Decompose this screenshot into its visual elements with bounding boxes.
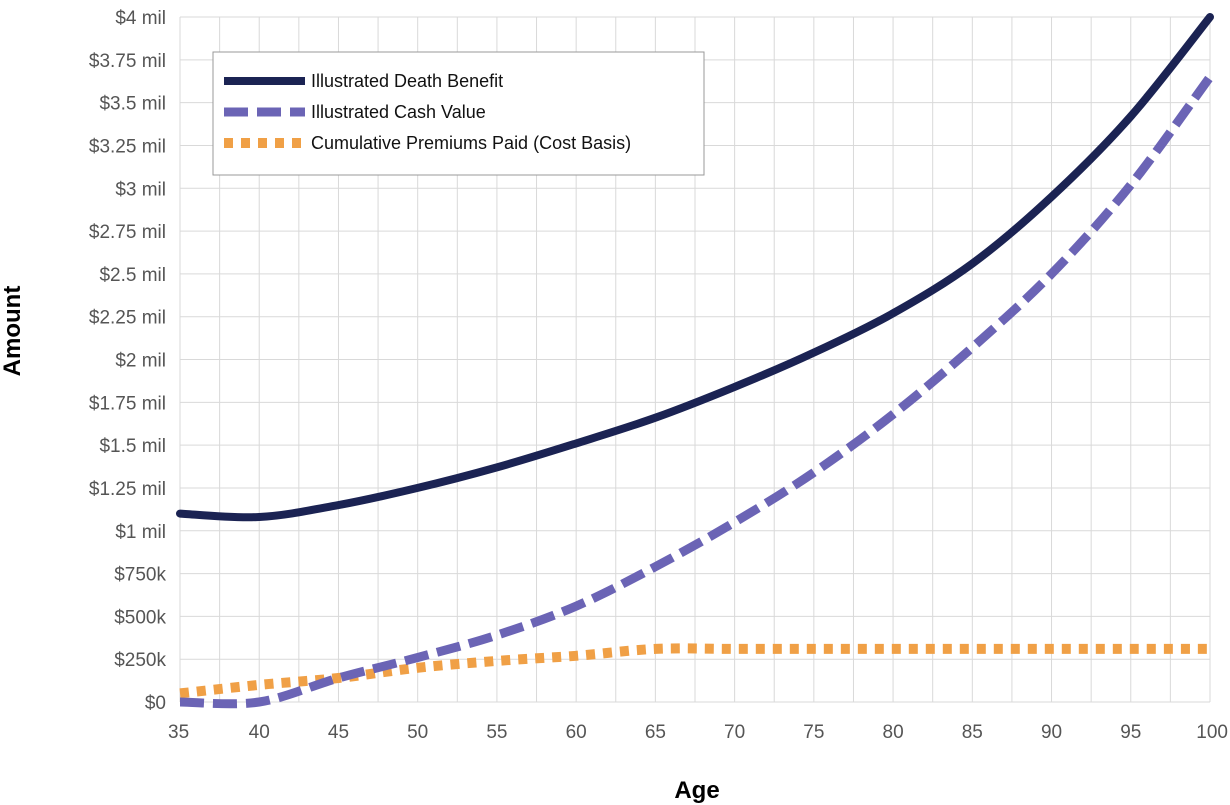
x-tick-labels: 35 40 45 50 55 60 65 70 75 80 85 90 95 100 <box>168 722 1228 743</box>
y-tick-label: $750k <box>114 565 166 586</box>
x-axis-title: Age <box>674 777 719 804</box>
x-tick-label: 85 <box>962 722 983 743</box>
legend: Illustrated Death Benefit Illustrated Cas… <box>212 51 705 176</box>
x-tick-label: 70 <box>724 722 745 743</box>
y-tick-label: $4 mil <box>115 8 166 29</box>
x-tick-label: 50 <box>407 722 428 743</box>
y-tick-label: $1.25 mil <box>89 479 166 500</box>
legend-label: Cumulative Premiums Paid (Cost Basis) <box>311 133 631 153</box>
x-tick-label: 100 <box>1196 722 1228 743</box>
y-tick-label: $1 mil <box>115 522 166 543</box>
y-tick-labels: $0 $250k $500k $750k $1 mil $1.25 mil $1.5 mil… <box>89 8 167 714</box>
x-tick-label: 95 <box>1120 722 1141 743</box>
x-tick-label: 90 <box>1041 722 1062 743</box>
y-tick-label: $3.25 mil <box>89 136 166 157</box>
y-tick-label: $2.25 mil <box>89 308 166 329</box>
y-tick-label: $3.75 mil <box>89 51 166 72</box>
y-tick-label: $250k <box>114 650 166 671</box>
x-tick-label: 75 <box>803 722 824 743</box>
y-axis-title: Amount <box>0 286 26 377</box>
series-line-dashed <box>179 74 1214 709</box>
y-tick-label: $0 <box>145 693 166 714</box>
x-tick-label: 40 <box>249 722 270 743</box>
y-tick-label: $2 mil <box>115 351 166 372</box>
x-tick-label: 35 <box>168 722 189 743</box>
y-tick-label: $1.75 mil <box>89 393 166 414</box>
legend-label: Illustrated Death Benefit <box>311 71 503 91</box>
y-tick-label: $500k <box>114 607 166 628</box>
x-tick-label: 65 <box>645 722 666 743</box>
x-tick-label: 45 <box>328 722 349 743</box>
y-tick-label: $1.5 mil <box>99 436 166 457</box>
series-line-solid <box>176 13 1214 522</box>
y-tick-label: $3.5 mil <box>99 94 166 115</box>
x-tick-label: 80 <box>883 722 904 743</box>
x-tick-label: 60 <box>566 722 587 743</box>
x-tick-label: 55 <box>486 722 507 743</box>
legend-label: Illustrated Cash Value <box>311 102 486 122</box>
y-tick-label: $3 mil <box>115 179 166 200</box>
series-lines <box>176 13 1214 709</box>
series-line-dotted <box>179 643 1210 699</box>
y-tick-label: $2.75 mil <box>89 222 166 243</box>
y-tick-label: $2.5 mil <box>99 265 166 286</box>
